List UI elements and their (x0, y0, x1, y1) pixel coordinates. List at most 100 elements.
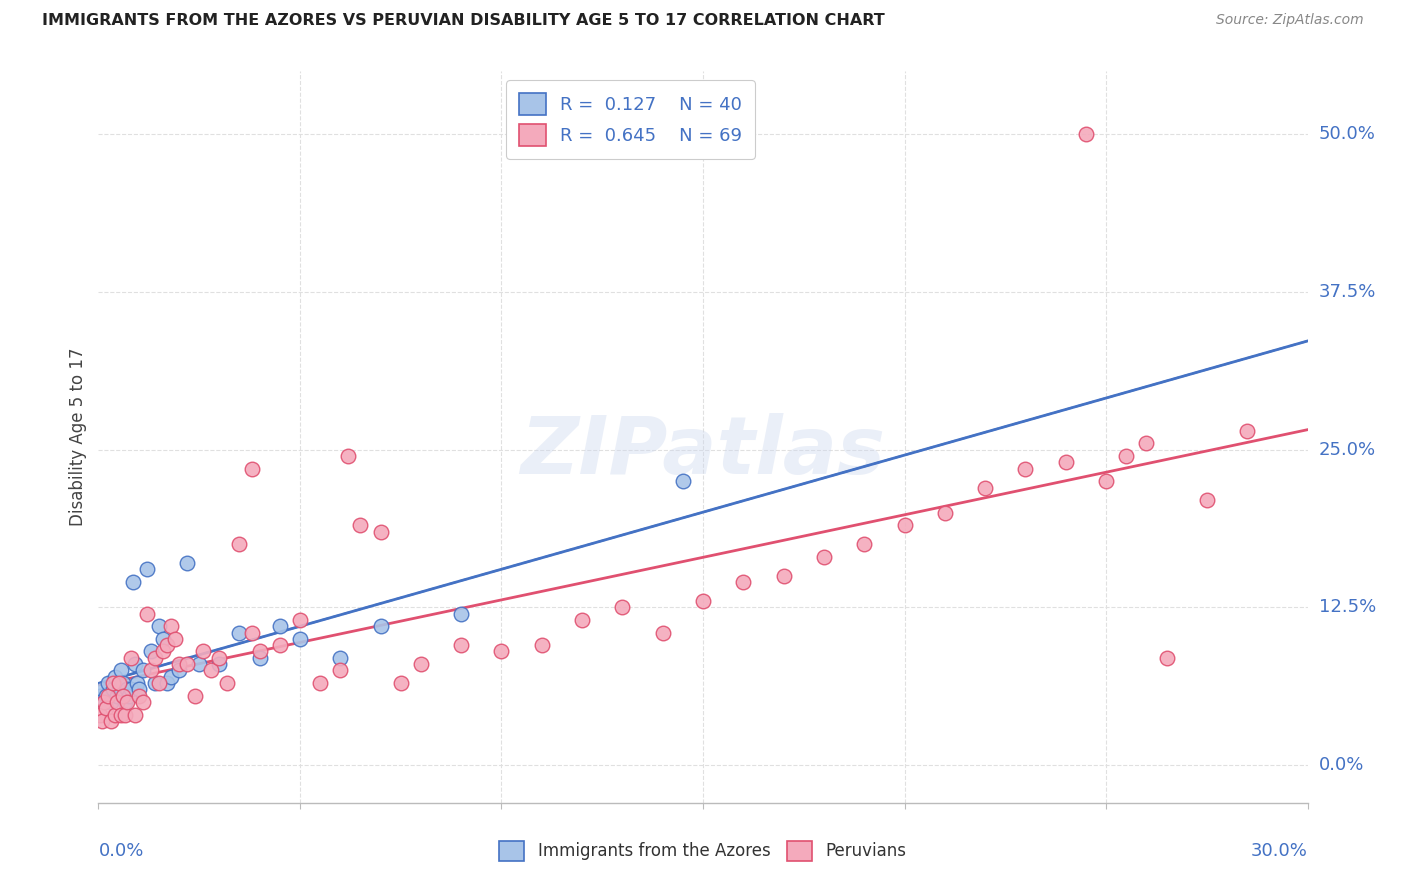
Point (240, 461, 263, 475)
Point (148, 619, 170, 633)
Point (105, 695, 128, 709)
Point (853, 537, 876, 551)
Point (288, 632, 311, 646)
Text: 0.0%: 0.0% (98, 842, 143, 860)
Point (184, 689, 207, 703)
Point (176, 556, 198, 570)
Point (208, 650, 231, 665)
Point (337, 449, 360, 463)
Point (672, 474, 695, 488)
Point (91, 682, 114, 697)
Text: 30.0%: 30.0% (1251, 842, 1308, 860)
Point (101, 676, 124, 690)
Point (120, 650, 142, 665)
Point (1115, 449, 1137, 463)
Point (111, 689, 134, 703)
Text: Source: ZipAtlas.com: Source: ZipAtlas.com (1216, 13, 1364, 28)
Point (200, 664, 222, 678)
Point (96, 701, 118, 715)
Text: 37.5%: 37.5% (1319, 283, 1376, 301)
Point (148, 676, 170, 690)
Point (269, 619, 291, 633)
Point (143, 650, 166, 665)
Point (101, 682, 124, 697)
Point (124, 707, 146, 722)
Point (249, 650, 271, 665)
Point (450, 607, 472, 621)
Point (571, 613, 593, 627)
Point (370, 524, 392, 539)
Legend: Immigrants from the Azores, Peruvians: Immigrants from the Azores, Peruvians (492, 834, 914, 868)
Point (1195, 493, 1218, 508)
Point (692, 594, 714, 608)
Point (152, 632, 174, 646)
Text: ZIPatlas: ZIPatlas (520, 413, 886, 491)
Point (97, 676, 120, 690)
Point (114, 695, 136, 709)
Point (208, 657, 231, 671)
Point (120, 682, 142, 697)
Text: IMMIGRANTS FROM THE AZORES VS PERUVIAN DISABILITY AGE 5 TO 17 CORRELATION CHART: IMMIGRANTS FROM THE AZORES VS PERUVIAN D… (42, 13, 884, 29)
Point (132, 664, 155, 678)
Text: 25.0%: 25.0% (1319, 441, 1376, 458)
Point (103, 707, 125, 722)
Point (107, 676, 129, 690)
Point (135, 607, 157, 621)
Point (1054, 455, 1077, 469)
Point (143, 676, 166, 690)
Point (132, 695, 155, 709)
Text: 12.5%: 12.5% (1319, 599, 1376, 616)
Point (105, 689, 128, 703)
Point (309, 676, 332, 690)
Point (110, 664, 132, 678)
Point (110, 707, 132, 722)
Point (1014, 461, 1036, 475)
Point (118, 689, 141, 703)
Point (167, 664, 190, 678)
Point (269, 638, 291, 652)
Point (124, 657, 146, 671)
Point (450, 638, 472, 652)
Point (121, 575, 143, 590)
Point (114, 707, 136, 722)
Point (1156, 650, 1178, 665)
Text: 0.0%: 0.0% (1319, 756, 1364, 774)
Point (530, 638, 553, 652)
Point (733, 575, 755, 590)
Point (217, 676, 239, 690)
Point (1074, 128, 1097, 142)
Y-axis label: Disability Age 5 to 17: Disability Age 5 to 17 (69, 348, 87, 526)
Point (135, 562, 157, 576)
Point (176, 657, 198, 671)
Point (97, 689, 120, 703)
Point (893, 518, 915, 533)
Point (111, 676, 134, 690)
Point (91, 714, 114, 728)
Point (156, 638, 179, 652)
Point (167, 657, 190, 671)
Point (288, 613, 311, 627)
Point (193, 644, 215, 658)
Point (228, 625, 250, 640)
Point (107, 682, 129, 697)
Point (100, 695, 122, 709)
Point (188, 657, 211, 671)
Point (160, 670, 183, 684)
Point (152, 644, 174, 658)
Point (128, 682, 150, 697)
Point (139, 664, 162, 678)
Point (651, 625, 673, 640)
Point (249, 644, 271, 658)
Point (813, 549, 835, 564)
Point (125, 676, 148, 690)
Point (93, 695, 115, 709)
Point (934, 506, 956, 520)
Point (1095, 474, 1118, 488)
Point (772, 569, 794, 583)
Point (163, 632, 186, 646)
Point (349, 518, 371, 533)
Point (93, 695, 115, 709)
Point (329, 650, 352, 665)
Point (115, 682, 138, 697)
Point (329, 664, 352, 678)
